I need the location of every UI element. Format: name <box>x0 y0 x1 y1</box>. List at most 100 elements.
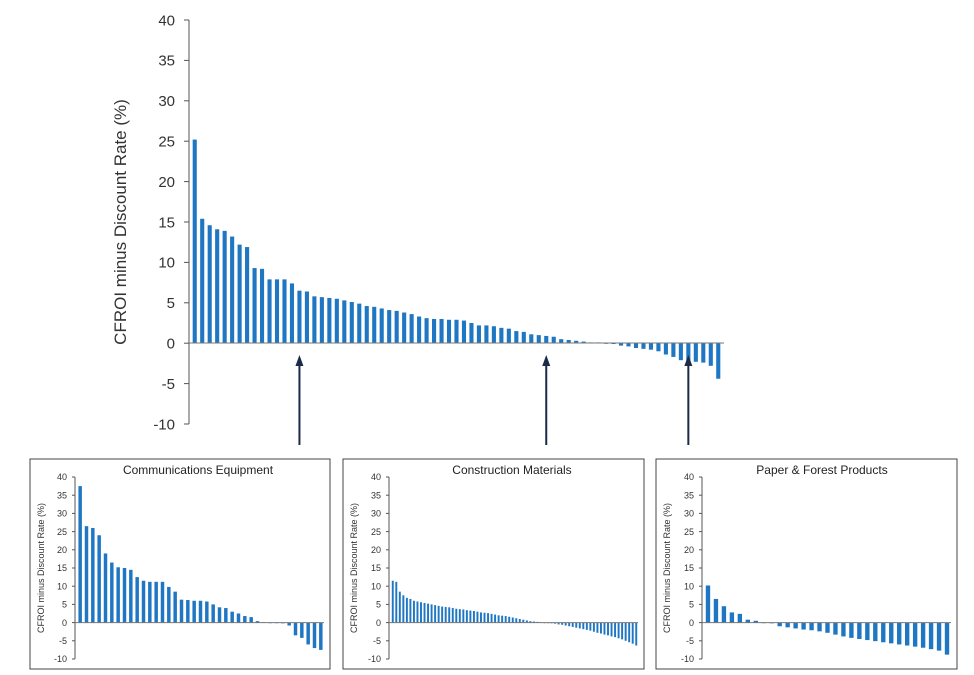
bar <box>372 306 377 344</box>
bar <box>521 331 526 344</box>
main-y-axis-title: CFROI minus Discount Rate (%) <box>111 99 130 345</box>
y-tick-label: 30 <box>371 509 381 519</box>
bar <box>508 616 511 623</box>
bar <box>402 595 405 623</box>
bar <box>499 327 504 344</box>
bar <box>215 229 220 344</box>
bar <box>686 343 691 362</box>
bar <box>391 580 394 623</box>
bar <box>705 585 711 623</box>
bar <box>319 297 324 344</box>
bar <box>444 606 447 623</box>
y-tick-label: 5 <box>167 295 175 312</box>
bar <box>529 334 534 344</box>
bar <box>437 605 440 623</box>
panel-frame <box>342 458 645 670</box>
bar <box>936 622 942 651</box>
bar <box>518 618 521 623</box>
bar <box>205 601 209 623</box>
y-tick-label: 20 <box>57 545 67 555</box>
bar <box>641 343 646 349</box>
bar <box>249 617 253 623</box>
bar <box>525 620 528 623</box>
bar <box>611 343 616 345</box>
y-tick-label: 35 <box>371 490 381 500</box>
panel-bars <box>391 580 638 646</box>
bar <box>476 325 481 344</box>
bar <box>179 599 184 623</box>
bar <box>574 340 579 344</box>
bar <box>693 343 698 362</box>
bar <box>364 306 369 344</box>
bar <box>148 581 152 623</box>
bar <box>506 328 511 344</box>
bar <box>568 622 571 627</box>
bar <box>455 608 458 623</box>
bar <box>865 622 870 641</box>
y-tick-label: 10 <box>684 581 694 591</box>
bar <box>267 279 272 344</box>
y-tick-label: 0 <box>62 618 67 628</box>
bar <box>398 591 401 623</box>
bar <box>561 622 564 625</box>
y-tick-label: 0 <box>167 335 175 352</box>
bar <box>297 290 302 344</box>
bar <box>536 335 541 344</box>
bar <box>357 303 362 344</box>
bar <box>476 611 479 623</box>
bar <box>944 622 950 655</box>
bar <box>135 577 139 623</box>
y-tick-label: 10 <box>371 581 381 591</box>
bar <box>122 568 127 623</box>
bar <box>599 622 602 634</box>
bar <box>167 586 171 623</box>
y-tick-label: 30 <box>158 93 175 110</box>
bar <box>255 621 260 623</box>
bar <box>753 620 758 623</box>
bar <box>427 603 430 623</box>
bar <box>833 622 838 635</box>
bar <box>186 600 190 623</box>
bar <box>192 600 196 623</box>
bar <box>897 622 902 645</box>
bar <box>603 622 606 635</box>
panel-y-axis-title: CFROI minus Discount Rate (%) <box>349 503 359 633</box>
bar <box>529 621 532 623</box>
bar <box>207 225 212 344</box>
bar <box>480 612 482 623</box>
panel-communications-equipment: Communications Equipment CFROI minus Dis… <box>29 458 331 670</box>
bar <box>515 618 518 623</box>
y-tick-label: 35 <box>57 490 67 500</box>
bar <box>817 622 822 632</box>
bar <box>469 610 472 623</box>
y-tick-label: 25 <box>371 527 381 537</box>
bar <box>617 622 620 639</box>
highlight-arrow <box>295 355 304 445</box>
panel-title: Construction Materials <box>452 463 571 477</box>
bar <box>462 609 465 623</box>
highlight-arrow <box>684 355 693 445</box>
panel-y-ticks: 40 35 30 25 20 15 10 5 0 -5 -10 <box>368 472 389 664</box>
bar <box>312 622 317 649</box>
y-tick-label: 35 <box>684 490 694 500</box>
panel-frame <box>655 458 958 670</box>
bar <box>624 622 627 641</box>
bar <box>592 622 595 632</box>
bar <box>551 336 556 344</box>
bar <box>349 301 354 344</box>
bar <box>494 614 497 623</box>
bar <box>585 622 588 630</box>
bar <box>402 312 407 344</box>
bar <box>293 622 298 636</box>
panel-frame <box>29 458 331 670</box>
y-tick-label: 15 <box>158 214 175 231</box>
panel-title: Communications Equipment <box>123 463 274 477</box>
bar <box>416 601 419 623</box>
bar <box>557 622 560 625</box>
bar <box>777 622 782 627</box>
bar <box>439 318 444 344</box>
bar <box>663 343 668 355</box>
bar <box>252 268 257 344</box>
bar <box>116 567 120 623</box>
